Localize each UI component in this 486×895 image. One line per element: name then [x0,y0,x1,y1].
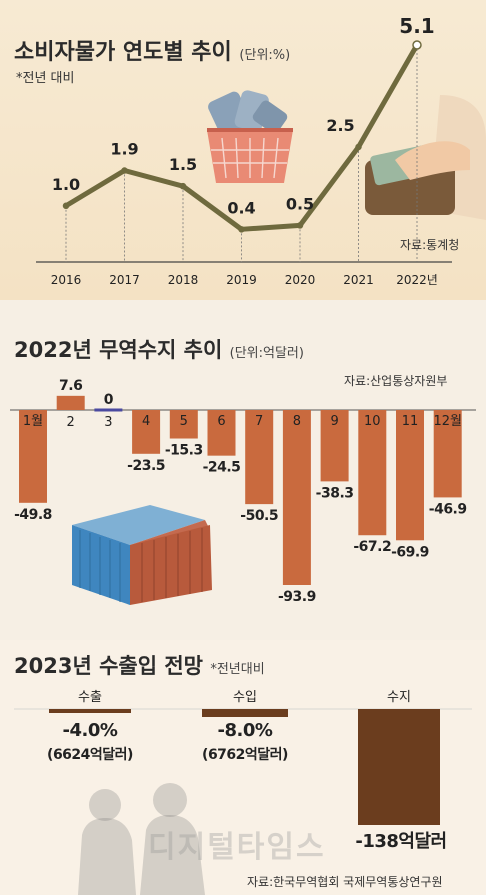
cpi-tick-label-4: 2020 [285,273,316,287]
cpi-note: *전년 대비 [16,71,75,86]
trade-bar-10 [396,410,424,541]
trade-value-label-7: -93.9 [278,589,316,605]
cpi-tick-label-6: 2022년 [396,273,438,287]
trade-value-label-4: -15.3 [165,443,203,459]
cpi-point-5 [355,143,362,151]
trade-category-label-7: 8 [293,414,301,429]
outlook-title: 2023년 수출입 전망 *전년대비 [14,650,265,680]
trade-title: 2022년 무역수지 추이 (단위:억달러) [14,334,304,364]
outlook-bar-1 [202,709,288,717]
cpi-title-text: 소비자물가 연도별 추이 [14,40,232,65]
outlook-value-label-0: -4.0% [63,720,118,741]
cpi-tick-label-2: 2018 [168,273,199,287]
outlook-bar-0 [49,709,131,713]
cpi-value-label-6: 5.1 [399,14,434,38]
outlook-sub-label-0: (6624억달러) [47,747,133,763]
trade-category-label-6: 7 [255,414,263,429]
trade-bar-5 [207,410,236,456]
trade-category-label-8: 9 [330,414,338,429]
outlook-value-label-2: -138억달러 [355,831,446,852]
trade-value-label-2: 0 [104,392,114,408]
trade-unit: (단위:억달러) [229,346,304,361]
trade-bar-2 [94,408,123,412]
trade-category-label-5: 6 [217,414,225,429]
trade-bar-8 [320,410,349,482]
cpi-value-label-5: 2.5 [326,116,354,135]
trade-bar-11 [433,410,462,498]
cpi-point-0 [62,202,70,210]
trade-value-label-3: -23.5 [127,458,165,474]
cpi-title: 소비자물가 연도별 추이 (단위:%) [14,34,290,66]
shipping-container-icon [72,505,212,605]
trade-category-label-3: 4 [142,414,150,429]
basket-icon [207,90,293,183]
cpi-value-label-2: 1.5 [169,155,197,174]
trade-bar-9 [358,410,387,536]
outlook-category-label-2: 수지 [387,690,411,705]
trade-value-label-8: -38.3 [316,485,354,501]
cpi-tick-label-0: 2016 [51,273,82,287]
outlook-source: 자료:한국무역협회 국제무역통상연구원 [247,875,443,889]
outlook-category-label-0: 수출 [78,690,102,705]
trade-bar-4 [169,410,198,439]
cpi-value-label-4: 0.5 [286,194,314,213]
trade-bar-0 [19,410,47,503]
outlook-note: *전년대비 [210,662,265,677]
cpi-unit: (단위:%) [239,48,291,63]
trade-category-label-0: 1월 [23,414,43,429]
cpi-value-label-0: 1.0 [52,175,80,194]
wallet-hand-icon [365,95,486,220]
people-silhouette-icon [78,783,205,895]
trade-bar-6 [245,410,274,505]
cpi-point-6 [412,40,422,50]
cpi-value-label-3: 0.4 [227,198,255,217]
trade-value-label-10: -69.9 [391,544,429,560]
trade-category-label-1: 2 [67,415,75,430]
trade-bar-1 [56,395,85,410]
trade-bar-3 [132,410,161,454]
trade-value-label-0: -49.8 [14,507,52,523]
outlook-sub-label-1: (6762억달러) [202,747,288,763]
trade-value-label-1: 7.6 [59,378,82,394]
cpi-tick-label-3: 2019 [226,273,257,287]
trade-title-text: 2022년 무역수지 추이 [14,338,223,362]
cpi-point-1 [121,167,128,174]
outlook-category-label-1: 수입 [233,690,257,705]
cpi-point-4 [296,222,304,229]
cpi-point-3 [238,226,245,233]
cpi-tick-label-1: 2017 [109,273,140,287]
trade-value-label-6: -50.5 [240,508,278,524]
outlook-value-label-1: -8.0% [218,720,273,741]
trade-category-label-10: 11 [402,414,419,429]
watermark: 디지털타임스 [148,830,326,865]
cpi-value-label-1: 1.9 [110,139,138,158]
trade-value-label-9: -67.2 [353,539,391,555]
trade-value-label-5: -24.5 [203,460,241,476]
cpi-tick-label-5: 2021 [343,273,374,287]
trade-bar-7 [282,410,311,585]
trade-category-label-9: 10 [364,414,381,429]
outlook-bar-2 [358,709,440,825]
trade-category-label-2: 3 [104,415,112,430]
cpi-point-2 [179,182,187,190]
cpi-source: 자료:통계청 [400,238,460,252]
trade-source: 자료:산업통상자원부 [344,374,448,388]
outlook-title-text: 2023년 수출입 전망 [14,654,203,678]
trade-category-label-11: 12월 [433,414,462,429]
trade-value-label-11: -46.9 [429,501,467,517]
trade-category-label-4: 5 [180,414,188,429]
